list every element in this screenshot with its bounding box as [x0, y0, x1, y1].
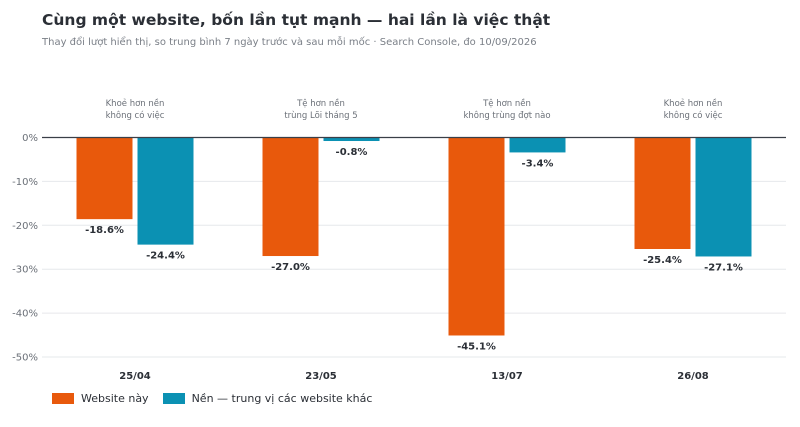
x-tick-label: 13/07	[491, 371, 523, 382]
y-tick-label: -50%	[12, 353, 38, 364]
x-tick-label: 26/08	[677, 371, 709, 382]
y-tick-label: -20%	[12, 221, 38, 232]
group-annotation: trùng Lõi tháng 5	[284, 111, 357, 121]
bar-site	[76, 137, 133, 220]
bar-baseline	[323, 137, 380, 142]
data-label: -0.8%	[336, 147, 368, 158]
chart-subtitle: Thay đổi lượt hiển thị, so trung bình 7 …	[42, 37, 537, 48]
bar-baseline	[137, 137, 194, 245]
legend-item-baseline: Nền — trung vị các website khác	[162, 392, 373, 405]
data-label: -27.1%	[704, 262, 743, 273]
group-annotation: Khoẻ hơn nền	[664, 98, 723, 109]
group-annotation: không có việc	[106, 110, 165, 121]
group-annotation: Tệ hơn nền	[482, 98, 531, 109]
chart-title: Cùng một website, bốn lần tụt mạnh — hai…	[42, 11, 551, 29]
bar-site	[448, 137, 505, 336]
bar-site	[262, 137, 319, 257]
group-annotation: Tệ hơn nền	[296, 98, 345, 109]
data-label: -24.4%	[146, 251, 185, 262]
group-annotation: không trùng đợt nào	[463, 110, 550, 121]
x-tick-label: 23/05	[305, 371, 337, 382]
group-annotation: Khoẻ hơn nền	[106, 98, 165, 109]
y-tick-label: -30%	[12, 265, 38, 276]
bar-site	[634, 137, 691, 250]
x-tick-label: 25/04	[119, 371, 151, 382]
y-tick-label: 0%	[22, 133, 38, 144]
data-label: -45.1%	[457, 341, 496, 352]
bar-baseline	[509, 137, 566, 153]
legend-item-site: Website này	[52, 392, 149, 405]
legend-swatch-site	[52, 393, 74, 404]
group-annotation: không có việc	[664, 110, 723, 121]
data-label: -27.0%	[271, 262, 310, 273]
legend-label-baseline: Nền — trung vị các website khác	[191, 392, 373, 405]
legend-label-site: Website này	[81, 392, 149, 405]
y-tick-label: -10%	[12, 177, 38, 188]
y-tick-label: -40%	[12, 309, 38, 320]
data-label: -25.4%	[643, 255, 682, 266]
bar-baseline	[695, 137, 752, 257]
data-label: -3.4%	[522, 158, 554, 169]
data-label: -18.6%	[85, 225, 124, 236]
legend-swatch-baseline	[162, 393, 185, 404]
legend: Website này Nền — trung vị các website k…	[52, 392, 386, 405]
